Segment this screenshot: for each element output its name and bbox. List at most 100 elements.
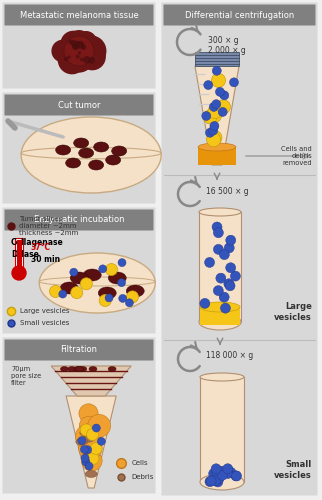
Text: 300 × g: 300 × g bbox=[208, 36, 239, 45]
Ellipse shape bbox=[76, 366, 83, 372]
Circle shape bbox=[210, 122, 219, 130]
FancyBboxPatch shape bbox=[5, 4, 154, 25]
FancyBboxPatch shape bbox=[162, 2, 317, 496]
Circle shape bbox=[212, 66, 221, 76]
Text: Enzymatic incubation: Enzymatic incubation bbox=[34, 216, 124, 224]
Text: Large vesicles: Large vesicles bbox=[20, 308, 70, 314]
Text: Small
vesicles: Small vesicles bbox=[274, 460, 312, 479]
Circle shape bbox=[76, 41, 84, 48]
Circle shape bbox=[67, 30, 91, 54]
Circle shape bbox=[52, 40, 74, 62]
Ellipse shape bbox=[94, 142, 109, 152]
Circle shape bbox=[230, 271, 241, 281]
Circle shape bbox=[71, 286, 83, 298]
Ellipse shape bbox=[66, 158, 80, 168]
Text: Cells: Cells bbox=[131, 460, 148, 466]
Ellipse shape bbox=[74, 366, 82, 372]
Circle shape bbox=[224, 279, 234, 289]
Circle shape bbox=[80, 278, 92, 290]
Circle shape bbox=[119, 294, 127, 302]
Text: Small vesicles: Small vesicles bbox=[20, 320, 69, 326]
Circle shape bbox=[75, 31, 97, 52]
Ellipse shape bbox=[79, 366, 87, 372]
FancyBboxPatch shape bbox=[3, 208, 156, 334]
Circle shape bbox=[127, 291, 138, 303]
Circle shape bbox=[218, 108, 227, 116]
Circle shape bbox=[206, 476, 216, 486]
Circle shape bbox=[220, 91, 229, 100]
Circle shape bbox=[214, 474, 224, 484]
Circle shape bbox=[78, 51, 81, 54]
Circle shape bbox=[230, 78, 239, 87]
Circle shape bbox=[79, 404, 98, 423]
Circle shape bbox=[50, 286, 62, 298]
Circle shape bbox=[88, 414, 110, 438]
Circle shape bbox=[90, 442, 102, 454]
Text: Debris: Debris bbox=[131, 474, 154, 480]
Circle shape bbox=[219, 292, 229, 302]
Circle shape bbox=[215, 88, 224, 96]
Circle shape bbox=[75, 424, 100, 449]
Text: Cut tumor: Cut tumor bbox=[58, 100, 100, 110]
Ellipse shape bbox=[80, 430, 92, 436]
Circle shape bbox=[212, 222, 222, 232]
Text: 2 000 × g: 2 000 × g bbox=[208, 46, 246, 55]
Circle shape bbox=[226, 468, 236, 477]
Bar bbox=[15, 238, 23, 276]
Text: 16 500 × g: 16 500 × g bbox=[206, 186, 249, 196]
Ellipse shape bbox=[108, 366, 116, 372]
Circle shape bbox=[216, 100, 231, 114]
Ellipse shape bbox=[56, 145, 71, 155]
Polygon shape bbox=[195, 66, 239, 165]
Circle shape bbox=[213, 244, 223, 254]
Circle shape bbox=[204, 80, 213, 90]
Circle shape bbox=[81, 44, 86, 50]
Circle shape bbox=[213, 477, 223, 487]
Ellipse shape bbox=[89, 366, 97, 372]
Circle shape bbox=[207, 132, 221, 146]
Circle shape bbox=[118, 278, 126, 286]
Circle shape bbox=[83, 56, 90, 64]
Ellipse shape bbox=[126, 285, 144, 297]
Ellipse shape bbox=[83, 435, 95, 442]
Ellipse shape bbox=[200, 302, 240, 312]
Circle shape bbox=[80, 58, 83, 61]
Circle shape bbox=[208, 104, 222, 118]
Ellipse shape bbox=[39, 253, 155, 313]
Circle shape bbox=[83, 422, 103, 442]
Ellipse shape bbox=[112, 146, 127, 156]
Circle shape bbox=[217, 470, 227, 480]
Circle shape bbox=[12, 266, 26, 280]
FancyBboxPatch shape bbox=[5, 210, 154, 231]
Circle shape bbox=[75, 36, 107, 66]
Polygon shape bbox=[66, 396, 116, 488]
Ellipse shape bbox=[89, 160, 104, 170]
Circle shape bbox=[219, 250, 229, 260]
Circle shape bbox=[86, 428, 99, 440]
Text: Filtration: Filtration bbox=[61, 346, 98, 354]
Bar bbox=[16, 240, 22, 272]
Circle shape bbox=[88, 57, 95, 64]
Ellipse shape bbox=[83, 269, 101, 281]
Ellipse shape bbox=[74, 138, 89, 148]
Circle shape bbox=[79, 416, 99, 436]
Circle shape bbox=[224, 243, 234, 253]
Ellipse shape bbox=[198, 143, 236, 151]
Circle shape bbox=[81, 450, 102, 471]
Ellipse shape bbox=[106, 155, 121, 165]
Circle shape bbox=[200, 298, 210, 308]
Ellipse shape bbox=[108, 272, 126, 284]
Circle shape bbox=[56, 38, 88, 70]
Text: Differential centrifugation: Differential centrifugation bbox=[185, 10, 294, 20]
Circle shape bbox=[60, 30, 87, 57]
Circle shape bbox=[80, 424, 92, 436]
Circle shape bbox=[80, 42, 84, 46]
FancyBboxPatch shape bbox=[3, 338, 156, 494]
Circle shape bbox=[64, 42, 94, 72]
Circle shape bbox=[79, 436, 102, 460]
Circle shape bbox=[73, 46, 95, 68]
Circle shape bbox=[99, 294, 111, 306]
Ellipse shape bbox=[60, 282, 78, 294]
Circle shape bbox=[70, 40, 77, 46]
Ellipse shape bbox=[85, 470, 97, 478]
